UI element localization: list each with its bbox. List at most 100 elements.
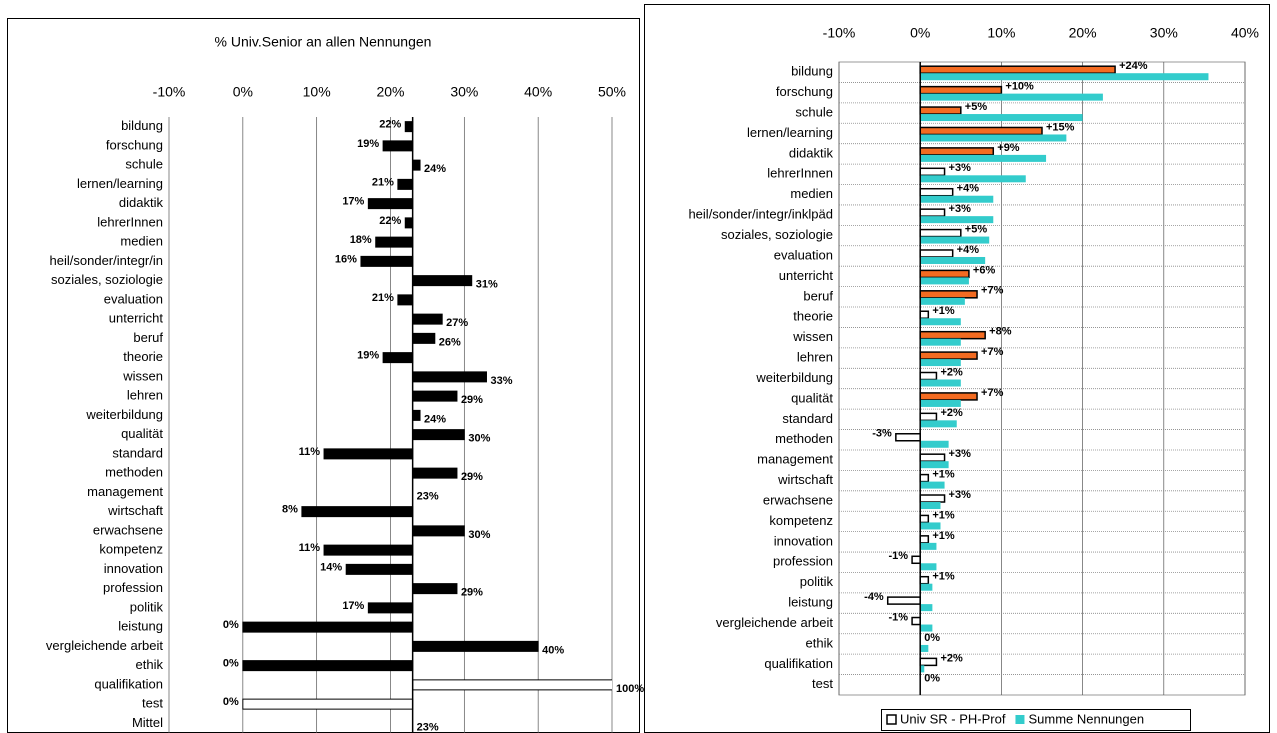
value-label: 27% — [446, 317, 468, 329]
value-label: +4% — [957, 244, 980, 256]
x-tick-label: 40% — [524, 84, 552, 100]
bar — [895, 433, 921, 442]
bar — [886, 596, 921, 605]
y-tick-label: lehren — [797, 350, 833, 365]
x-tick-label: 0% — [910, 25, 930, 41]
value-label: 33% — [490, 375, 512, 387]
bar — [920, 644, 929, 652]
bar — [242, 660, 414, 672]
value-label: +10% — [1005, 81, 1034, 93]
bar — [920, 461, 949, 469]
y-tick-label: medien — [120, 234, 163, 249]
bar — [412, 583, 458, 595]
value-label: 0% — [223, 619, 239, 631]
bar — [911, 555, 921, 565]
value-label: 19% — [357, 138, 379, 150]
y-tick-label: weiterbildung — [755, 370, 833, 385]
value-label: 22% — [379, 119, 401, 131]
legend-box — [881, 709, 1191, 731]
y-tick-label: innovation — [774, 533, 833, 548]
y-tick-label: wissen — [792, 329, 833, 344]
bar — [920, 73, 1209, 81]
x-tick-label: -10% — [823, 25, 856, 41]
x-tick-label: 30% — [450, 84, 478, 100]
x-tick-label: 50% — [598, 84, 626, 100]
bar — [919, 657, 938, 667]
y-tick-label: lehrerInnen — [97, 214, 163, 229]
bar — [360, 255, 414, 267]
bar — [920, 604, 933, 612]
value-label: 0% — [924, 632, 940, 644]
value-label: 0% — [924, 673, 940, 685]
y-tick-label: unterricht — [109, 311, 164, 326]
bar — [919, 269, 970, 279]
bar — [919, 85, 1003, 95]
bar — [919, 249, 954, 258]
bar — [920, 114, 1083, 122]
y-tick-label: vergleichende arbeit — [716, 615, 833, 630]
y-tick-label: kompetenz — [769, 513, 833, 528]
value-label: 29% — [461, 587, 483, 599]
y-tick-label: ethik — [136, 657, 164, 672]
value-label: 17% — [342, 196, 364, 208]
y-tick-label: unterricht — [779, 268, 834, 283]
bar — [412, 159, 421, 171]
bar — [919, 126, 1043, 136]
bar — [920, 359, 961, 367]
bar — [919, 575, 930, 585]
value-label: +24% — [1119, 60, 1148, 72]
bar — [919, 208, 946, 217]
x-tick-label: -10% — [153, 84, 186, 100]
y-tick-label: lernen/learning — [77, 176, 163, 191]
y-tick-label: heil/sonder/integr/inklpäd — [688, 207, 833, 222]
bar — [919, 147, 995, 156]
bar — [919, 453, 946, 462]
bar — [920, 338, 961, 346]
y-tick-label: evaluation — [774, 247, 833, 262]
value-label: +2% — [940, 407, 963, 419]
bar — [919, 392, 978, 401]
x-tick-label: 10% — [987, 25, 1015, 41]
y-tick-label: methoden — [105, 465, 163, 480]
bar — [919, 494, 946, 503]
y-tick-label: qualität — [791, 390, 833, 405]
bar — [404, 217, 414, 229]
value-label: 11% — [299, 446, 321, 458]
y-tick-label: erwachsene — [763, 492, 833, 507]
y-tick-label: wirtschaft — [777, 472, 833, 487]
value-label: +3% — [949, 489, 972, 501]
value-label: +7% — [981, 387, 1004, 399]
value-label: +4% — [957, 183, 980, 195]
bar — [919, 412, 938, 422]
value-label: +3% — [949, 203, 972, 215]
bar — [919, 228, 962, 238]
value-label: 17% — [342, 600, 364, 612]
value-label: 19% — [357, 350, 379, 362]
bar — [412, 371, 487, 383]
bar — [367, 198, 414, 210]
value-label: +5% — [965, 223, 988, 235]
bar — [920, 502, 941, 510]
value-label: +1% — [932, 509, 955, 521]
x-tick-label: 40% — [1231, 25, 1259, 41]
bar — [375, 236, 414, 248]
value-label: 31% — [476, 279, 498, 291]
value-label: 21% — [372, 176, 394, 188]
bar — [919, 167, 946, 177]
y-tick-label: didaktik — [119, 195, 164, 210]
bar — [919, 106, 962, 115]
y-tick-label: methoden — [775, 431, 833, 446]
value-label: 100% — [616, 683, 644, 695]
bar — [920, 277, 969, 285]
y-tick-label: erwachsene — [93, 522, 163, 537]
bar — [920, 522, 941, 530]
y-tick-label: qualität — [121, 426, 163, 441]
value-label: 30% — [468, 433, 490, 445]
bar — [323, 448, 414, 460]
value-label: +3% — [949, 448, 972, 460]
value-label: 8% — [282, 504, 298, 516]
value-label: 30% — [468, 529, 490, 541]
value-label: +5% — [965, 101, 988, 113]
bar — [919, 310, 930, 319]
y-tick-label: politik — [800, 574, 834, 589]
